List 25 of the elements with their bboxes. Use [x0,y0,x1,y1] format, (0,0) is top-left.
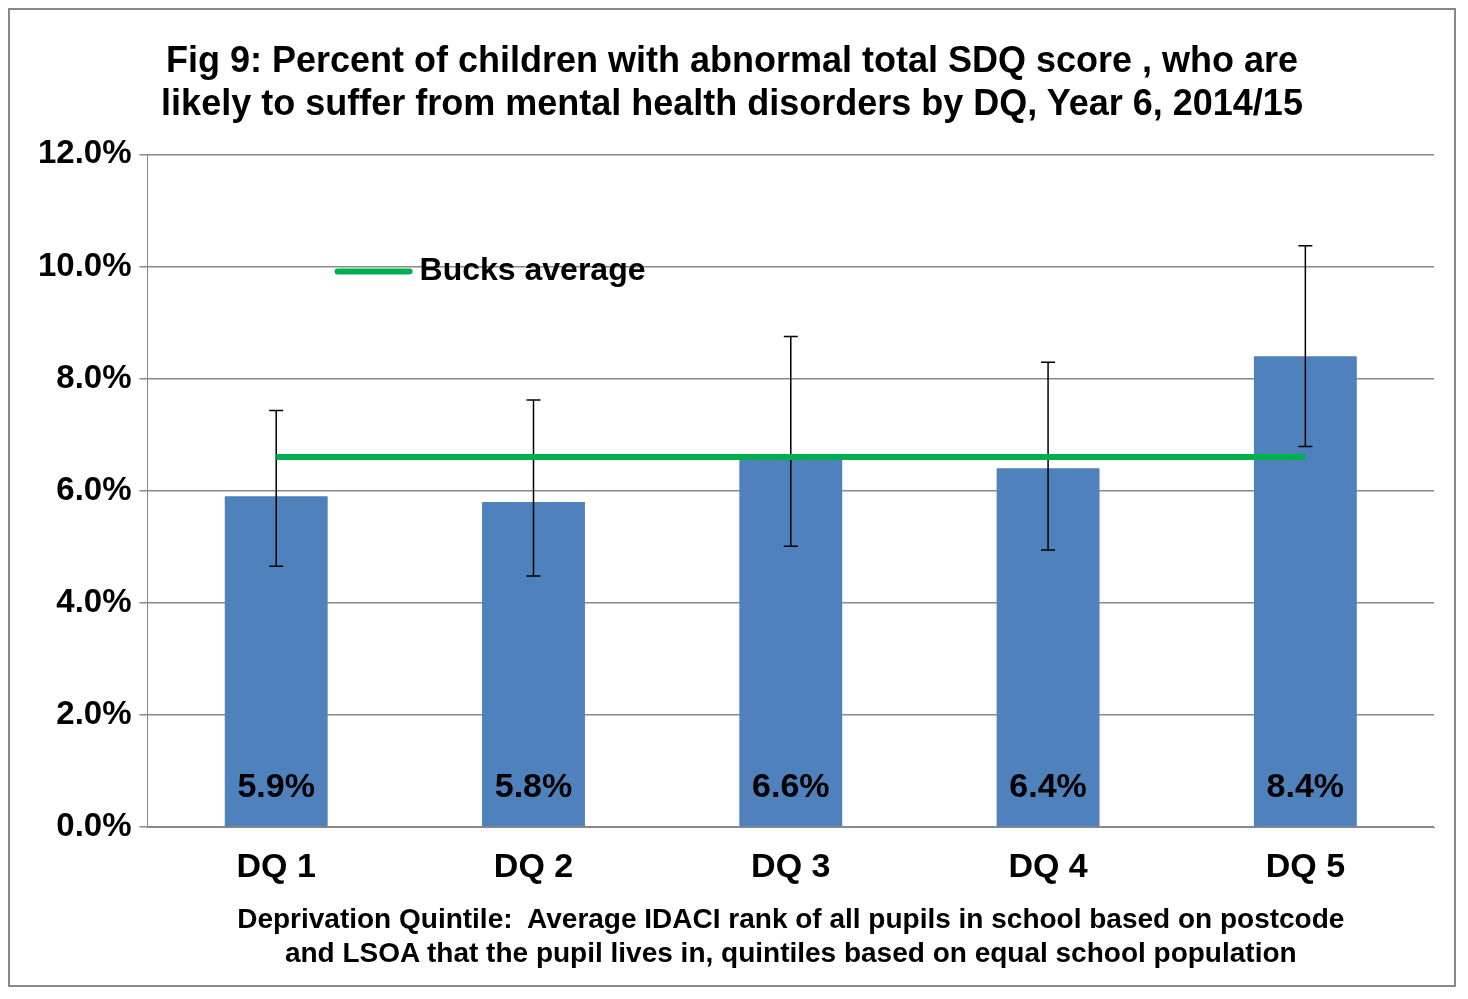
y-tick-label: 10.0% [37,245,132,283]
data-label: 8.4% [1266,766,1345,805]
x-tick-label: DQ 2 [493,845,574,884]
x-axis-title: Deprivation Quintile: Average IDACI rank of all pupils in school based on postcode and LSOA that the pupil lives in, quintiles based on equal school population [237,903,1345,968]
y-tick-label: 0.0% [56,806,132,844]
y-tick-label: 4.0% [56,581,132,619]
chart-title: Fig 9: Percent of children with abnormal total SDQ score , who are likely to suffer from mental health disorders by DQ, Year 6, 2014/15 [161,38,1303,123]
y-tick-label: 12.0% [37,133,132,171]
x-tick-label: DQ 3 [751,845,831,884]
bar [996,468,1100,827]
data-label: 6.6% [752,766,830,805]
bar [1253,356,1357,827]
x-tick-label: DQ 1 [236,845,316,884]
x-tick-label: DQ 5 [1265,845,1346,884]
x-tick-label: DQ 4 [1008,845,1088,884]
y-tick-label: 2.0% [56,693,132,731]
data-label: 6.4% [1009,766,1087,805]
y-tick-label: 8.0% [56,357,132,395]
y-tick-label: 6.0% [56,469,132,507]
bar [482,501,585,827]
data-label: 5.9% [237,766,315,805]
data-label: 5.8% [494,766,573,805]
legend-label: Bucks average [419,251,646,288]
bar [739,457,843,827]
bar [224,496,328,827]
